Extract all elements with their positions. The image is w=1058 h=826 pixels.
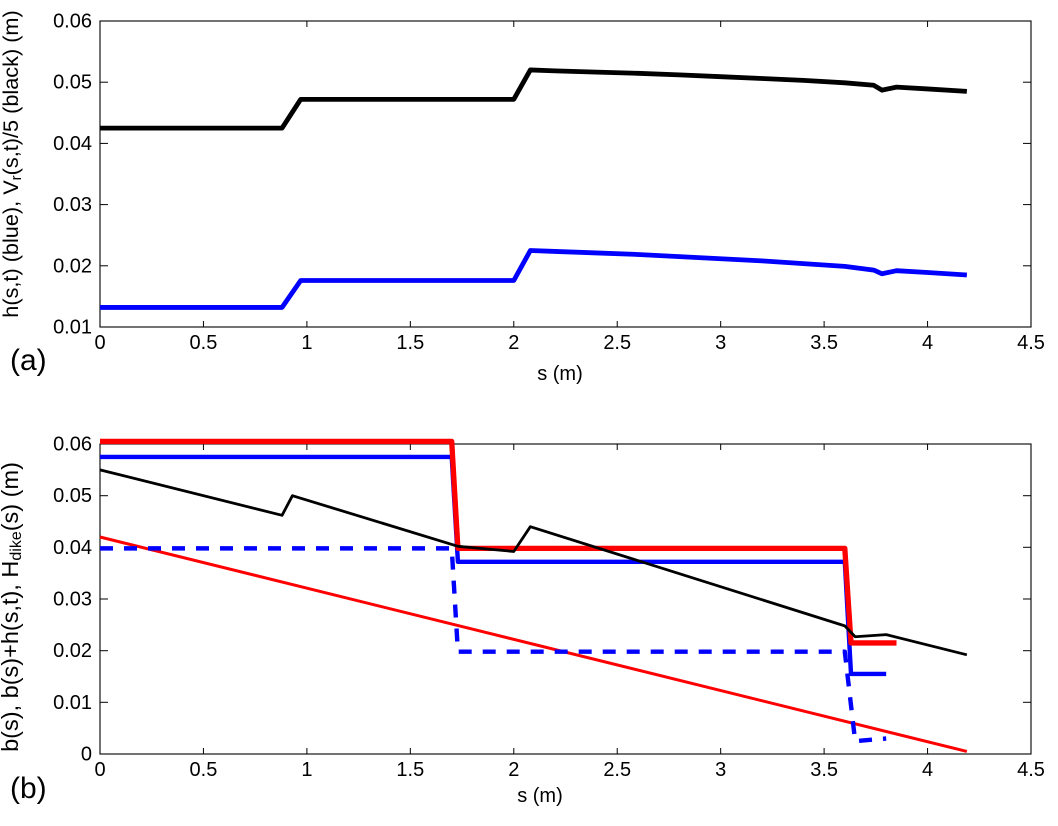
svg-text:0.06: 0.06 (53, 11, 92, 33)
svg-text:3.5: 3.5 (810, 759, 838, 781)
svg-text:2: 2 (508, 332, 519, 354)
svg-text:0.04: 0.04 (53, 537, 92, 559)
svg-text:0.06: 0.06 (53, 434, 92, 456)
svg-text:0.03: 0.03 (53, 589, 92, 611)
svg-text:1: 1 (301, 759, 312, 781)
svg-text:4.5: 4.5 (1017, 759, 1045, 781)
svg-text:b(s), b(s)+h(s,t), Hdike(s) (m: b(s), b(s)+h(s,t), Hdike(s) (m) (0, 462, 25, 752)
svg-text:(b): (b) (10, 772, 47, 805)
svg-text:s (m): s (m) (517, 785, 563, 807)
svg-text:0.02: 0.02 (53, 255, 92, 277)
svg-text:0.01: 0.01 (53, 317, 92, 339)
svg-text:0: 0 (81, 744, 92, 766)
svg-text:0.01: 0.01 (53, 692, 92, 714)
svg-text:4: 4 (922, 759, 933, 781)
svg-text:0.5: 0.5 (190, 759, 218, 781)
svg-text:3: 3 (715, 332, 726, 354)
svg-text:0.05: 0.05 (53, 485, 92, 507)
svg-text:h(s,t) (blue), Vr(s,t)/5 (blac: h(s,t) (blue), Vr(s,t)/5 (black) (m) (0, 10, 25, 317)
svg-text:1.5: 1.5 (396, 332, 424, 354)
svg-text:0.02: 0.02 (53, 640, 92, 662)
svg-text:3.5: 3.5 (810, 332, 838, 354)
svg-text:0.05: 0.05 (53, 72, 92, 94)
svg-text:(a): (a) (10, 344, 47, 377)
svg-text:2: 2 (508, 759, 519, 781)
svg-text:0: 0 (94, 332, 105, 354)
svg-text:1: 1 (301, 332, 312, 354)
svg-text:0: 0 (94, 759, 105, 781)
svg-text:0.5: 0.5 (190, 332, 218, 354)
svg-text:4: 4 (922, 332, 933, 354)
svg-text:0.04: 0.04 (53, 133, 92, 155)
svg-text:2.5: 2.5 (603, 759, 631, 781)
svg-text:1.5: 1.5 (396, 759, 424, 781)
svg-text:2.5: 2.5 (603, 332, 631, 354)
svg-text:3: 3 (715, 759, 726, 781)
svg-text:s (m): s (m) (537, 363, 583, 385)
svg-text:4.5: 4.5 (1017, 332, 1045, 354)
svg-text:0.03: 0.03 (53, 194, 92, 216)
